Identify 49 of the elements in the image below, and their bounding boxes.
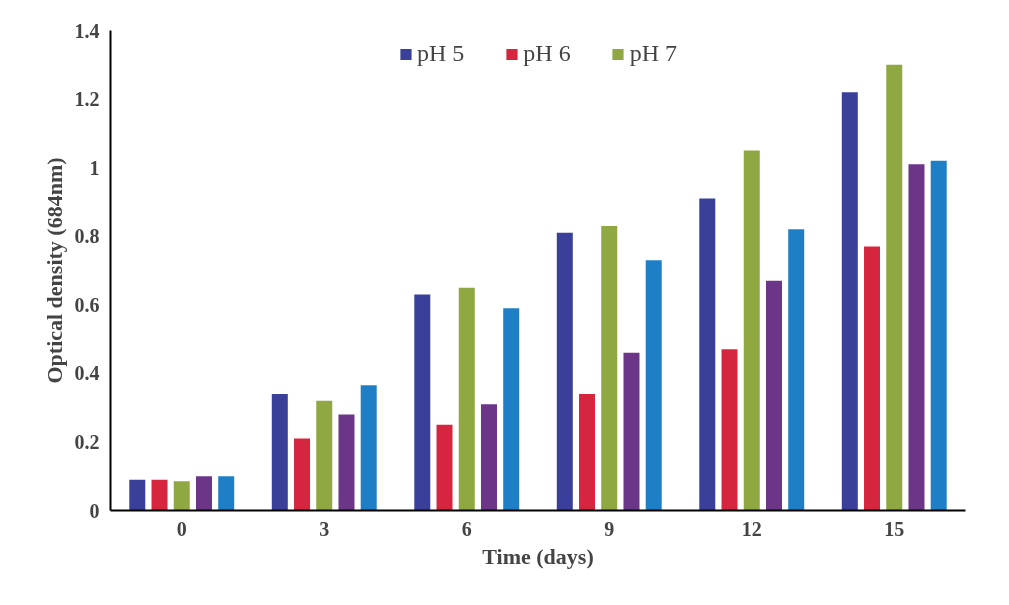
x-tick-label: 0	[176, 517, 187, 540]
bar	[218, 476, 235, 511]
y-tick-label: 0.2	[74, 430, 100, 453]
bar	[294, 438, 311, 511]
bar	[271, 393, 288, 511]
y-tick-label: 1.2	[74, 88, 100, 111]
bar	[841, 92, 858, 511]
bar	[360, 385, 377, 511]
bar	[129, 479, 146, 511]
bar	[436, 424, 453, 511]
bar	[765, 280, 782, 511]
y-tick-label: 0.4	[74, 362, 100, 385]
bar	[173, 481, 190, 511]
bar	[579, 393, 596, 511]
x-tick-label: 9	[604, 517, 615, 540]
legend-label: pH 5	[416, 40, 465, 67]
y-tick-label: 0.8	[74, 225, 100, 248]
bar	[151, 479, 168, 511]
x-tick-label: 15	[884, 517, 905, 540]
y-tick-label: 0	[89, 499, 100, 522]
legend-label: pH 6	[523, 40, 571, 67]
bar	[788, 229, 805, 511]
y-tick-label: 1	[89, 156, 100, 179]
bar	[414, 294, 431, 511]
bar	[316, 400, 333, 511]
x-axis-title: Time (days)	[482, 543, 594, 569]
bar	[699, 198, 716, 511]
bar	[743, 150, 760, 511]
bar	[503, 308, 520, 511]
bar	[623, 352, 640, 511]
legend-label: pH 7	[629, 40, 678, 67]
bar	[721, 349, 738, 511]
bar	[930, 160, 947, 511]
x-tick-label: 6	[461, 517, 472, 540]
y-tick-label: 0.6	[74, 293, 100, 316]
bar	[908, 164, 925, 511]
bar	[480, 404, 497, 511]
x-tick-label: 3	[319, 517, 330, 540]
x-tick-label: 12	[741, 517, 762, 540]
bar	[601, 225, 618, 511]
bar	[886, 64, 903, 511]
y-tick-label: 1.4	[74, 19, 100, 42]
bar	[458, 287, 475, 511]
bar	[556, 232, 573, 511]
y-axis-title: Optical density (684nm)	[41, 157, 67, 384]
bar	[864, 246, 881, 511]
bar	[338, 414, 355, 511]
bar	[645, 260, 662, 511]
bar	[195, 476, 212, 511]
